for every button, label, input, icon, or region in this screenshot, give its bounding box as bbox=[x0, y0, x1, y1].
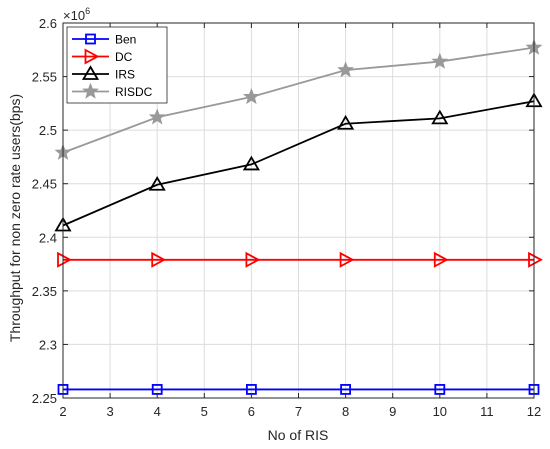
y-tick-label: 2.25 bbox=[32, 391, 57, 406]
x-tick-label: 11 bbox=[480, 404, 494, 419]
y-tick-label: 2.3 bbox=[39, 337, 57, 352]
x-tick-label: 8 bbox=[342, 404, 349, 419]
legend-marker-dc bbox=[84, 48, 100, 65]
tick-labels: 2 3 4 5 6 7 8 9 10 11 12 2.25 2.3 2.35 2.4 2.45 2.5 2.55 2… bbox=[32, 16, 542, 419]
y-tick-label: 2.5 bbox=[39, 123, 57, 138]
x-tick-label: 3 bbox=[106, 404, 113, 419]
data-point-risdc bbox=[337, 61, 355, 78]
legend-label-ben: Ben bbox=[115, 33, 136, 47]
data-point-irs bbox=[242, 155, 260, 171]
data-point-irs bbox=[148, 175, 166, 191]
y-tick-label: 2.55 bbox=[32, 70, 57, 85]
data-point-irs bbox=[337, 114, 355, 130]
series-line-irs bbox=[62, 100, 535, 227]
x-tick-label: 12 bbox=[527, 404, 541, 419]
data-point-risdc bbox=[431, 52, 449, 69]
legend-label-irs: IRS bbox=[115, 68, 135, 82]
x-tick-label: 7 bbox=[295, 404, 302, 419]
series-line-risdc bbox=[62, 46, 535, 154]
y-axis-label: Throughput for non zero rate users(bps) bbox=[7, 94, 23, 342]
legend-marker-irs bbox=[81, 65, 100, 80]
data-point-dc bbox=[245, 251, 261, 268]
y-axis-multiplier: ×106 bbox=[63, 6, 90, 23]
legend-marker-risdc bbox=[82, 82, 99, 99]
x-tick-label: 4 bbox=[154, 404, 161, 419]
data-point-risdc bbox=[242, 88, 260, 105]
data-point-dc bbox=[433, 251, 449, 268]
tick-marks bbox=[62, 22, 535, 399]
data-point-dc bbox=[151, 251, 167, 268]
data-point-risdc bbox=[148, 108, 166, 125]
y-tick-label: 2.45 bbox=[32, 177, 57, 192]
data-point-dc bbox=[339, 251, 355, 268]
y-tick-label: 2.4 bbox=[39, 230, 57, 245]
legend: Ben DC IRS RISDC bbox=[66, 26, 168, 104]
x-axis-label: No of RIS bbox=[268, 427, 329, 443]
data-point-dc bbox=[528, 251, 543, 268]
data-point-dc bbox=[57, 251, 72, 268]
x-tick-label: 6 bbox=[248, 404, 255, 419]
x-tick-label: 2 bbox=[59, 404, 66, 419]
legend-label-risdc: RISDC bbox=[115, 85, 153, 99]
x-tick-label: 10 bbox=[433, 404, 447, 419]
legend-label-dc: DC bbox=[115, 50, 133, 64]
data-point-irs bbox=[431, 109, 449, 125]
y-axis-exponent: 6 bbox=[85, 6, 90, 16]
y-tick-label: 2.6 bbox=[39, 16, 57, 31]
legend-marker-ben bbox=[85, 33, 96, 45]
x-tick-label: 5 bbox=[201, 404, 208, 419]
y-tick-label: 2.35 bbox=[32, 284, 57, 299]
x-tick-label: 9 bbox=[389, 404, 396, 419]
